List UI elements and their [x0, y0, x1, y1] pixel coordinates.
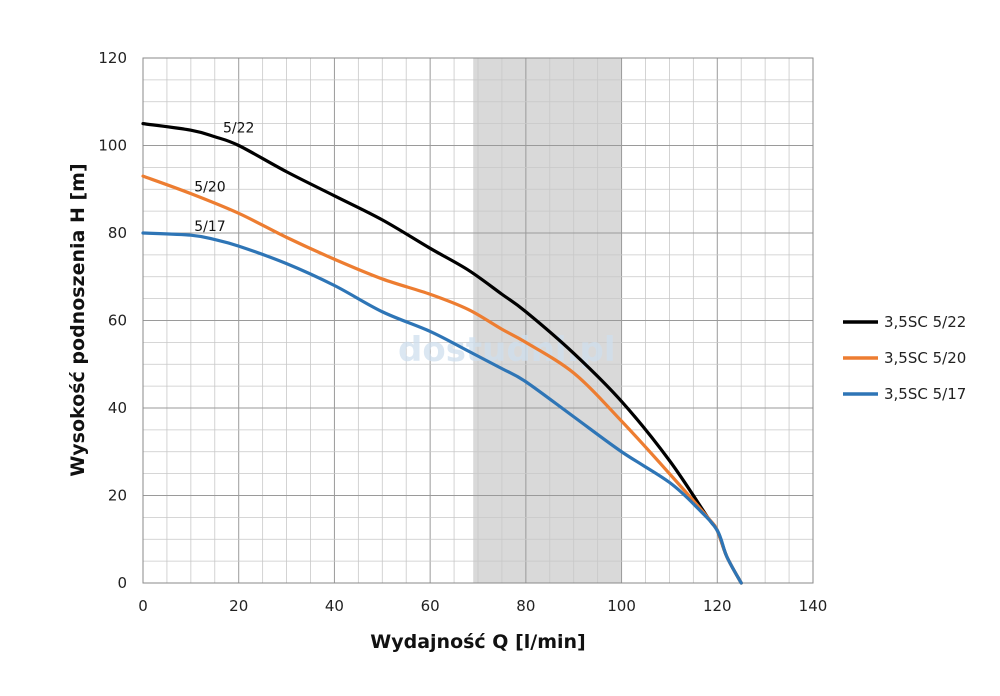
- series-group: 5/22 5/20 5/17: [141, 120, 743, 585]
- series-line-5-17: [141, 231, 743, 585]
- curve-label-5-22: 5/22: [223, 120, 254, 136]
- y-tick-label: 120: [98, 49, 127, 67]
- x-tick-label: 40: [325, 597, 344, 615]
- y-tick-label: 60: [108, 312, 127, 330]
- plot-border: [142, 57, 814, 584]
- y-tick-label: 20: [108, 487, 127, 505]
- watermark: dostudni.pl: [398, 330, 616, 370]
- ticks-group: 0 20 40 60 80 100 120 140 0 20 40 60 80 100 120: [98, 49, 827, 615]
- x-tick-label: 0: [138, 597, 148, 615]
- y-axis-title: Wysokość podnoszenia H [m]: [67, 163, 89, 476]
- x-tick-label: 20: [229, 597, 248, 615]
- grid: [142, 57, 814, 584]
- legend: 3,5SC 5/22 3,5SC 5/20 3,5SC 5/17: [843, 313, 966, 403]
- legend-label: 3,5SC 5/20: [884, 349, 966, 367]
- legend-label: 3,5SC 5/17: [884, 385, 966, 403]
- legend-label: 3,5SC 5/22: [884, 313, 966, 331]
- y-tick-label: 100: [98, 137, 127, 155]
- x-tick-label: 60: [421, 597, 440, 615]
- curve-label-5-17: 5/17: [194, 219, 225, 235]
- x-tick-label: 120: [703, 597, 732, 615]
- curve-label-5-20: 5/20: [194, 179, 225, 195]
- y-tick-label: 80: [108, 224, 127, 242]
- y-tick-label: 0: [117, 574, 127, 592]
- x-tick-label: 140: [799, 597, 828, 615]
- x-tick-label: 80: [516, 597, 535, 615]
- x-axis-title: Wydajność Q [l/min]: [370, 631, 585, 653]
- y-tick-label: 40: [108, 399, 127, 417]
- x-tick-label: 100: [607, 597, 636, 615]
